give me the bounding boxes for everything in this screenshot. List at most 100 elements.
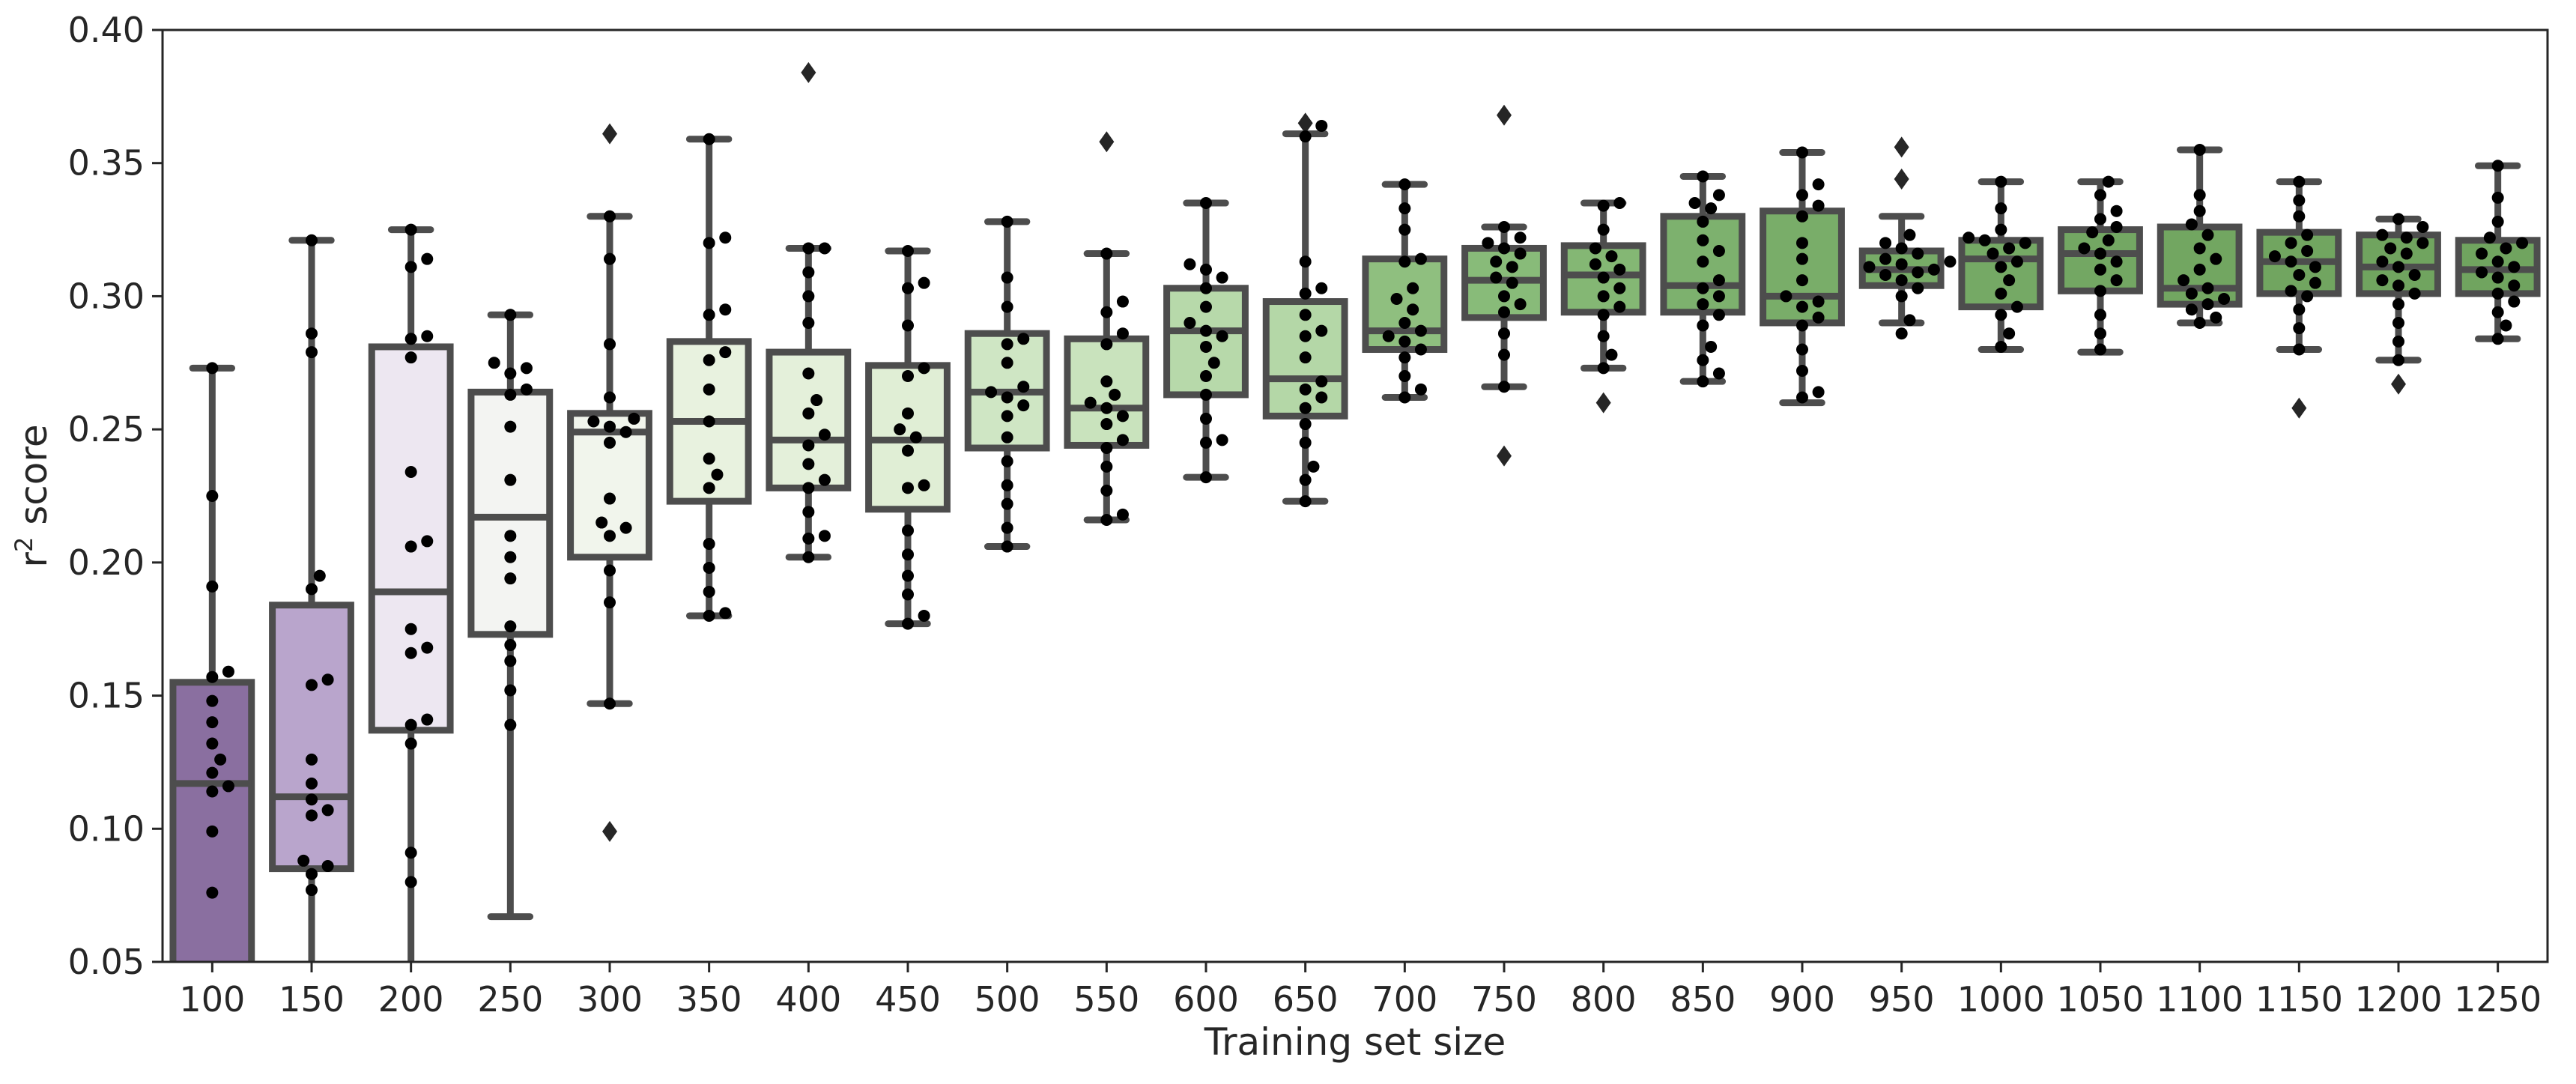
data-point bbox=[1498, 290, 1510, 303]
data-point bbox=[703, 383, 715, 396]
data-point bbox=[2218, 292, 2231, 305]
data-point bbox=[1100, 513, 1113, 526]
data-point bbox=[504, 530, 517, 542]
data-point bbox=[1995, 175, 2007, 188]
data-point bbox=[1184, 258, 1196, 270]
data-point bbox=[1697, 375, 1709, 388]
data-point bbox=[2185, 287, 2198, 300]
data-point bbox=[902, 482, 914, 494]
data-point bbox=[1482, 237, 1494, 249]
data-point bbox=[902, 569, 914, 582]
data-point bbox=[306, 777, 318, 790]
data-point bbox=[206, 362, 219, 375]
data-point bbox=[1109, 388, 1121, 401]
data-point bbox=[1912, 266, 1924, 279]
data-point bbox=[2102, 175, 2115, 188]
data-point bbox=[1895, 274, 1908, 287]
data-point bbox=[703, 309, 715, 321]
data-point bbox=[1315, 324, 1328, 337]
data-point bbox=[2500, 319, 2512, 332]
y-tick-label: 0.10 bbox=[68, 808, 145, 849]
data-point bbox=[306, 809, 318, 822]
data-point bbox=[206, 716, 219, 729]
data-point bbox=[1589, 242, 1601, 255]
data-point bbox=[2094, 247, 2106, 260]
data-point bbox=[2516, 237, 2529, 249]
box-group-900 bbox=[1760, 146, 1845, 407]
data-point bbox=[1398, 351, 1411, 364]
x-tick-label: 800 bbox=[1571, 979, 1637, 1020]
data-point bbox=[1490, 271, 1503, 284]
data-point bbox=[2293, 210, 2306, 222]
data-point bbox=[802, 266, 815, 279]
data-point bbox=[1995, 309, 2007, 321]
x-tick-label: 600 bbox=[1173, 979, 1239, 1020]
data-point bbox=[1498, 221, 1510, 234]
data-point bbox=[2491, 333, 2504, 345]
data-point bbox=[2178, 274, 2190, 287]
y-tick-label: 0.30 bbox=[68, 276, 145, 316]
data-point bbox=[604, 436, 616, 449]
data-point bbox=[321, 673, 334, 686]
data-point bbox=[1712, 189, 1725, 202]
data-point bbox=[206, 766, 219, 779]
data-point bbox=[2392, 298, 2404, 311]
data-point bbox=[2483, 231, 2496, 244]
data-point bbox=[1407, 303, 1419, 316]
data-point bbox=[703, 415, 715, 428]
data-point bbox=[2094, 343, 2106, 356]
data-point bbox=[2491, 255, 2504, 268]
data-point bbox=[1506, 276, 1518, 289]
data-point bbox=[306, 884, 318, 897]
data-point bbox=[902, 524, 914, 537]
data-point bbox=[2003, 242, 2016, 255]
data-point bbox=[1001, 455, 1013, 467]
data-point bbox=[1986, 247, 1999, 260]
box-group-450 bbox=[865, 245, 951, 630]
data-point bbox=[2094, 285, 2106, 297]
data-point bbox=[1697, 170, 1709, 183]
data-point bbox=[2491, 271, 2504, 284]
box-group-750 bbox=[1461, 104, 1547, 467]
data-point bbox=[1200, 471, 1212, 484]
data-point bbox=[2293, 322, 2306, 335]
data-point bbox=[2285, 285, 2297, 297]
x-tick-label: 250 bbox=[477, 979, 543, 1020]
data-point bbox=[2094, 309, 2106, 321]
data-point bbox=[222, 780, 234, 793]
data-point bbox=[703, 609, 715, 622]
data-point bbox=[2392, 213, 2404, 225]
data-point bbox=[2193, 316, 2206, 329]
data-point bbox=[1100, 484, 1113, 497]
data-point bbox=[2376, 274, 2389, 287]
data-point bbox=[1207, 357, 1220, 369]
data-point bbox=[1200, 412, 1212, 425]
data-point bbox=[1100, 338, 1113, 351]
data-point bbox=[1879, 252, 1892, 265]
data-point bbox=[2301, 245, 2314, 258]
data-point bbox=[1712, 245, 1725, 258]
x-tick-label: 750 bbox=[1471, 979, 1537, 1020]
data-point bbox=[297, 854, 310, 867]
data-point bbox=[1498, 327, 1510, 340]
data-point bbox=[2500, 242, 2512, 255]
data-point bbox=[1407, 282, 1419, 294]
data-point bbox=[1299, 287, 1312, 300]
data-point bbox=[1001, 540, 1013, 553]
data-point bbox=[1605, 348, 1618, 361]
data-point bbox=[404, 876, 417, 888]
data-point bbox=[1597, 199, 1610, 212]
x-tick-label: 950 bbox=[1869, 979, 1935, 1020]
data-point bbox=[1299, 402, 1312, 414]
box-group-1250 bbox=[2455, 160, 2541, 345]
data-point bbox=[2193, 143, 2206, 156]
data-point bbox=[1001, 357, 1013, 369]
data-point bbox=[818, 530, 831, 542]
data-point bbox=[802, 316, 815, 329]
data-point bbox=[1812, 295, 1825, 308]
data-point bbox=[902, 282, 914, 294]
x-tick-label: 1250 bbox=[2454, 979, 2542, 1020]
data-point bbox=[2491, 191, 2504, 204]
box-group-950 bbox=[1858, 136, 1957, 340]
